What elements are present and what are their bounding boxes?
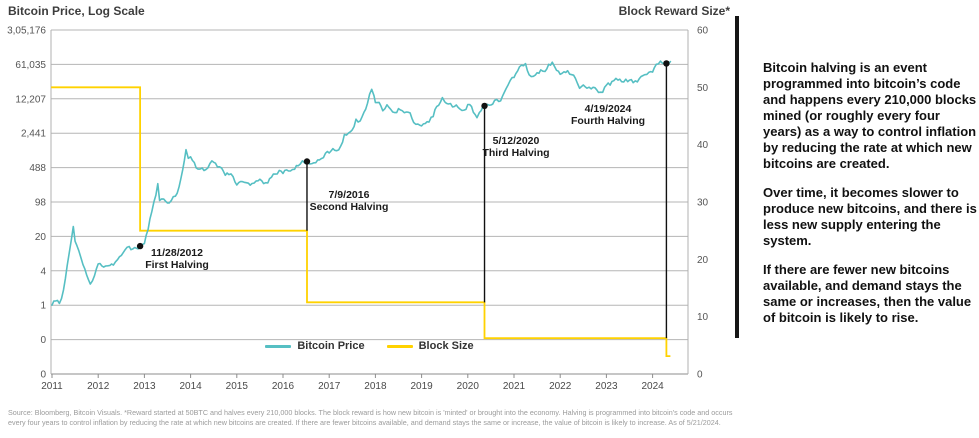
legend-line-swatch <box>386 344 413 348</box>
x-axis-label: 2022 <box>549 381 572 392</box>
footnote-line-1: Source: Bloomberg, Bitcoin Visuals. *Rew… <box>8 408 733 417</box>
halving-marker-dot <box>303 158 311 165</box>
chart-title-right: Block Reward Size* <box>618 4 730 18</box>
source-footnote: Source: Bloomberg, Bitcoin Visuals. *Rew… <box>8 408 973 428</box>
x-axis-label: 2023 <box>595 381 618 392</box>
explainer-panel: Bitcoin halving is an event programmed i… <box>763 60 979 339</box>
halving-name: First Halving <box>145 259 209 271</box>
legend-line-swatch <box>265 344 292 348</box>
y-axis-label-left: 0 <box>40 335 46 346</box>
block-size-line <box>51 86 671 358</box>
y-axis-label-left: 20 <box>35 232 47 243</box>
chart-legend: Bitcoin Price Block Size <box>51 340 688 352</box>
bitcoin-price-line <box>51 60 672 306</box>
x-axis-label: 2019 <box>410 381 433 392</box>
panel-paragraph-3: If there are fewer new bitcoins availabl… <box>763 262 972 325</box>
price-block-chart: 3,05,17661,03512,2072,441488982041006050… <box>7 26 709 393</box>
x-axis-label: 2020 <box>457 381 480 392</box>
y-axis-label-left: 61,035 <box>15 60 46 71</box>
x-axis-label: 2012 <box>87 381 110 392</box>
halving-date: 11/28/2012 <box>151 247 203 259</box>
y-axis-label-right: 10 <box>697 312 709 323</box>
x-axis-label: 2017 <box>318 381 341 392</box>
y-axis-label-left: 2,441 <box>21 129 46 140</box>
x-axis-label: 2024 <box>641 381 664 392</box>
halving-date: 4/19/2024 <box>584 103 632 115</box>
vertical-divider <box>735 16 739 338</box>
x-axis-label: 2013 <box>133 381 156 392</box>
y-axis-label-right: 60 <box>697 26 709 37</box>
y-axis-label-left: 0 <box>40 370 46 381</box>
y-axis-label-left: 4 <box>40 266 46 277</box>
x-axis-label: 2014 <box>179 381 202 392</box>
x-axis-label: 2015 <box>226 381 249 392</box>
panel-paragraph-1: Bitcoin halving is an event programmed i… <box>763 60 977 171</box>
halving-annotation-1: 11/28/2012 First Halving <box>145 247 209 271</box>
y-axis-label-left: 12,207 <box>15 94 46 105</box>
halving-annotation-4: 4/19/2024 Fourth Halving <box>571 103 645 127</box>
chart-area: 3,05,176 61,035 12,207 2,441 488 98 20 4 1 0 0 60 50… <box>7 26 709 393</box>
halving-marker-dot <box>663 60 670 67</box>
y-axis-label-left: 3,05,176 <box>7 26 46 37</box>
y-axis-label-right: 0 <box>697 370 703 381</box>
halving-name: Fourth Halving <box>570 115 646 127</box>
x-axis-label: 2011 <box>41 381 63 392</box>
footnote-line-2: every four years to control inflation by… <box>8 418 721 427</box>
halving-annotation-2: 7/9/2016 Second Halving <box>310 189 389 213</box>
halving-marker-dot <box>136 242 144 250</box>
y-axis-label-left: 98 <box>35 198 47 209</box>
halving-annotation-3: 5/12/2020 Third Halving <box>482 135 549 159</box>
x-axis-label: 2021 <box>503 381 526 392</box>
x-axis-label: 2018 <box>364 381 387 392</box>
y-axis-label-right: 30 <box>697 198 709 209</box>
y-axis-label-right: 20 <box>697 255 709 266</box>
y-axis-label-right: 50 <box>697 83 709 94</box>
y-axis-label-left: 488 <box>29 163 46 174</box>
y-axis-label-right: 40 <box>697 140 709 151</box>
legend-label: Block Size <box>418 340 474 352</box>
chart-title-left: Bitcoin Price, Log Scale <box>8 4 145 18</box>
halving-marker-dot <box>481 102 488 110</box>
x-axis-label: 2016 <box>272 381 295 392</box>
legend-item: Bitcoin Price <box>265 340 365 352</box>
panel-paragraph-2: Over time, it becomes slower to produce … <box>763 185 977 248</box>
halving-date: 7/9/2016 <box>328 189 370 201</box>
halving-date: 5/12/2020 <box>492 135 540 147</box>
halving-name: Third Halving <box>482 147 550 159</box>
halving-name: Second Halving <box>309 201 389 213</box>
y-axis-label-left: 1 <box>40 301 46 312</box>
legend-label: Bitcoin Price <box>297 340 365 352</box>
legend-item: Block Size <box>386 340 474 352</box>
